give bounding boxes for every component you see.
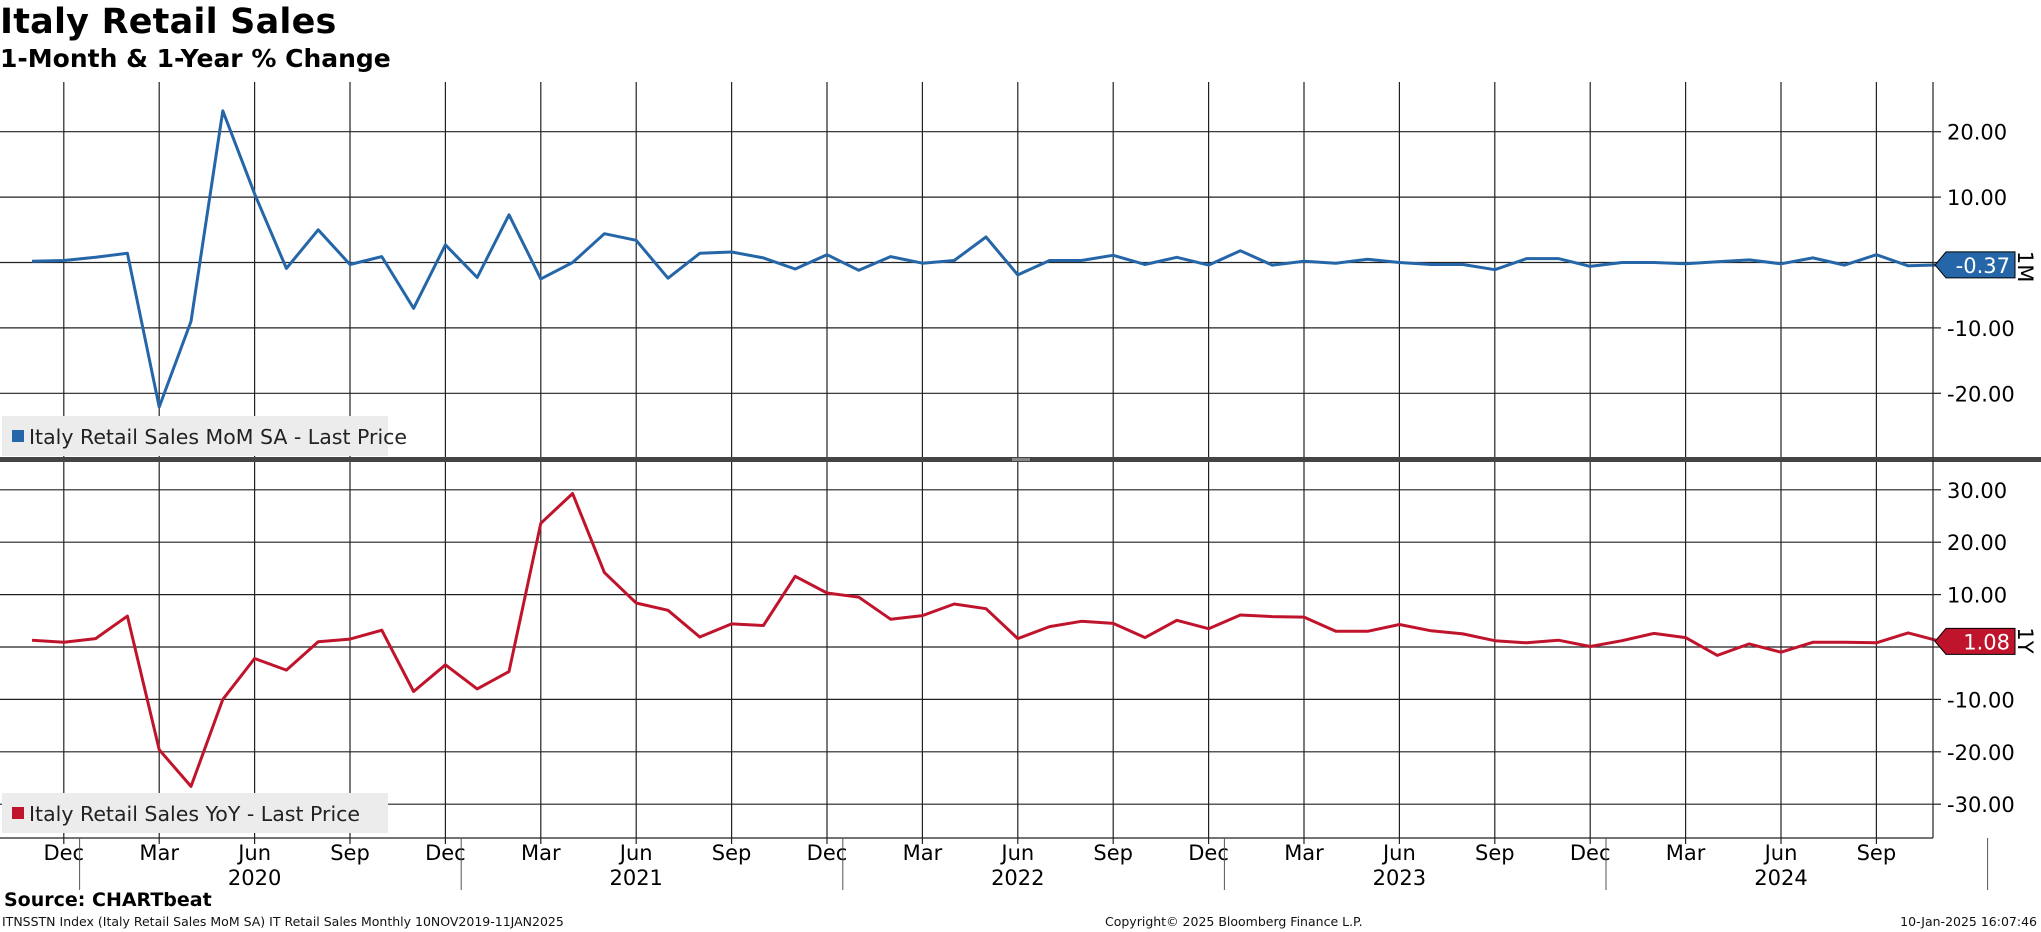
axis-tag: 1M <box>2013 251 2037 282</box>
axis-tag: 1Y <box>2013 627 2037 653</box>
x-year-label: 2021 <box>609 866 662 890</box>
x-year-label: 2023 <box>1373 866 1426 890</box>
y-tick-label: 30.00 <box>1947 479 2007 503</box>
y-tick-label: 20.00 <box>1947 531 2007 555</box>
chart-title: Italy Retail Sales <box>0 2 337 42</box>
legend-box <box>2 793 388 833</box>
last-value-label: 1.08 <box>1963 630 2010 654</box>
last-value-flag <box>1934 627 2016 655</box>
x-tick-label: Sep <box>1475 841 1515 865</box>
x-tick-label: Dec <box>807 841 848 865</box>
x-tick-label: Jun <box>999 841 1034 865</box>
y-tick-label: -20.00 <box>1947 382 2015 406</box>
y-tick-label: 20.00 <box>1947 121 2007 145</box>
y-tick-label: 10.00 <box>1947 584 2007 608</box>
panel-splitter-handle <box>1012 458 1030 461</box>
legend-layer: Italy Retail Sales MoM SA - Last Price It… <box>2 416 407 833</box>
x-year-label: 2020 <box>228 866 281 890</box>
x-tick-label: Sep <box>1857 841 1897 865</box>
x-tick-label: Dec <box>43 841 84 865</box>
footer-copyright: Copyright© 2025 Bloomberg Finance L.P. <box>1105 914 1363 929</box>
y-tick-label: -10.00 <box>1947 688 2015 712</box>
x-tick-label: Dec <box>1570 841 1611 865</box>
x-tick-label: Sep <box>330 841 370 865</box>
grid-layer <box>0 82 2041 838</box>
legend-swatch <box>12 430 24 442</box>
source-note: Source: CHARTbeat <box>4 889 212 911</box>
chart-subtitle: 1-Month & 1-Year % Change <box>0 44 391 73</box>
footer-timestamp: 10-Jan-2025 16:07:46 <box>1900 914 2037 929</box>
y-tick-label: -10.00 <box>1947 317 2015 341</box>
y-tick-label: -30.00 <box>1947 793 2015 817</box>
y-tick-label: -20.00 <box>1947 741 2015 765</box>
x-tick-label: Jun <box>618 841 653 865</box>
x-tick-label: Mar <box>139 841 179 865</box>
x-axis-layer: Dec Mar Jun Sep Dec Mar Jun Sep Dec Mar Jun Sep Dec M… <box>0 837 1989 890</box>
last-value-flag <box>1934 251 2016 279</box>
legend-box <box>2 416 388 456</box>
x-year-label: 2024 <box>1754 866 1807 890</box>
x-tick-label: Jun <box>1763 841 1798 865</box>
series-layer <box>31 109 1941 788</box>
series-line <box>31 492 1941 788</box>
y-axis-layer: 20.00 10.00 -10.00 -20.00 -0.37 1M 30.00 20.00 1… <box>1932 82 2037 838</box>
legend-swatch <box>12 807 24 819</box>
x-tick-label: Jun <box>1381 841 1416 865</box>
x-tick-label: Sep <box>712 841 752 865</box>
footer-ticker-info: ITNSSTN Index (Italy Retail Sales MoM SA… <box>2 914 564 929</box>
x-tick-label: Mar <box>521 841 561 865</box>
series-line <box>31 109 1941 409</box>
x-tick-label: Sep <box>1093 841 1133 865</box>
legend-label: Italy Retail Sales MoM SA - Last Price <box>29 425 407 449</box>
x-tick-label: Mar <box>1284 841 1324 865</box>
last-value-label: -0.37 <box>1956 254 2010 278</box>
y-tick-label: 10.00 <box>1947 186 2007 210</box>
x-tick-label: Dec <box>425 841 466 865</box>
x-year-label: 2022 <box>991 866 1044 890</box>
x-tick-label: Mar <box>1666 841 1706 865</box>
x-tick-label: Mar <box>903 841 943 865</box>
x-tick-label: Dec <box>1188 841 1229 865</box>
x-tick-label: Jun <box>236 841 271 865</box>
legend-label: Italy Retail Sales YoY - Last Price <box>29 802 360 826</box>
